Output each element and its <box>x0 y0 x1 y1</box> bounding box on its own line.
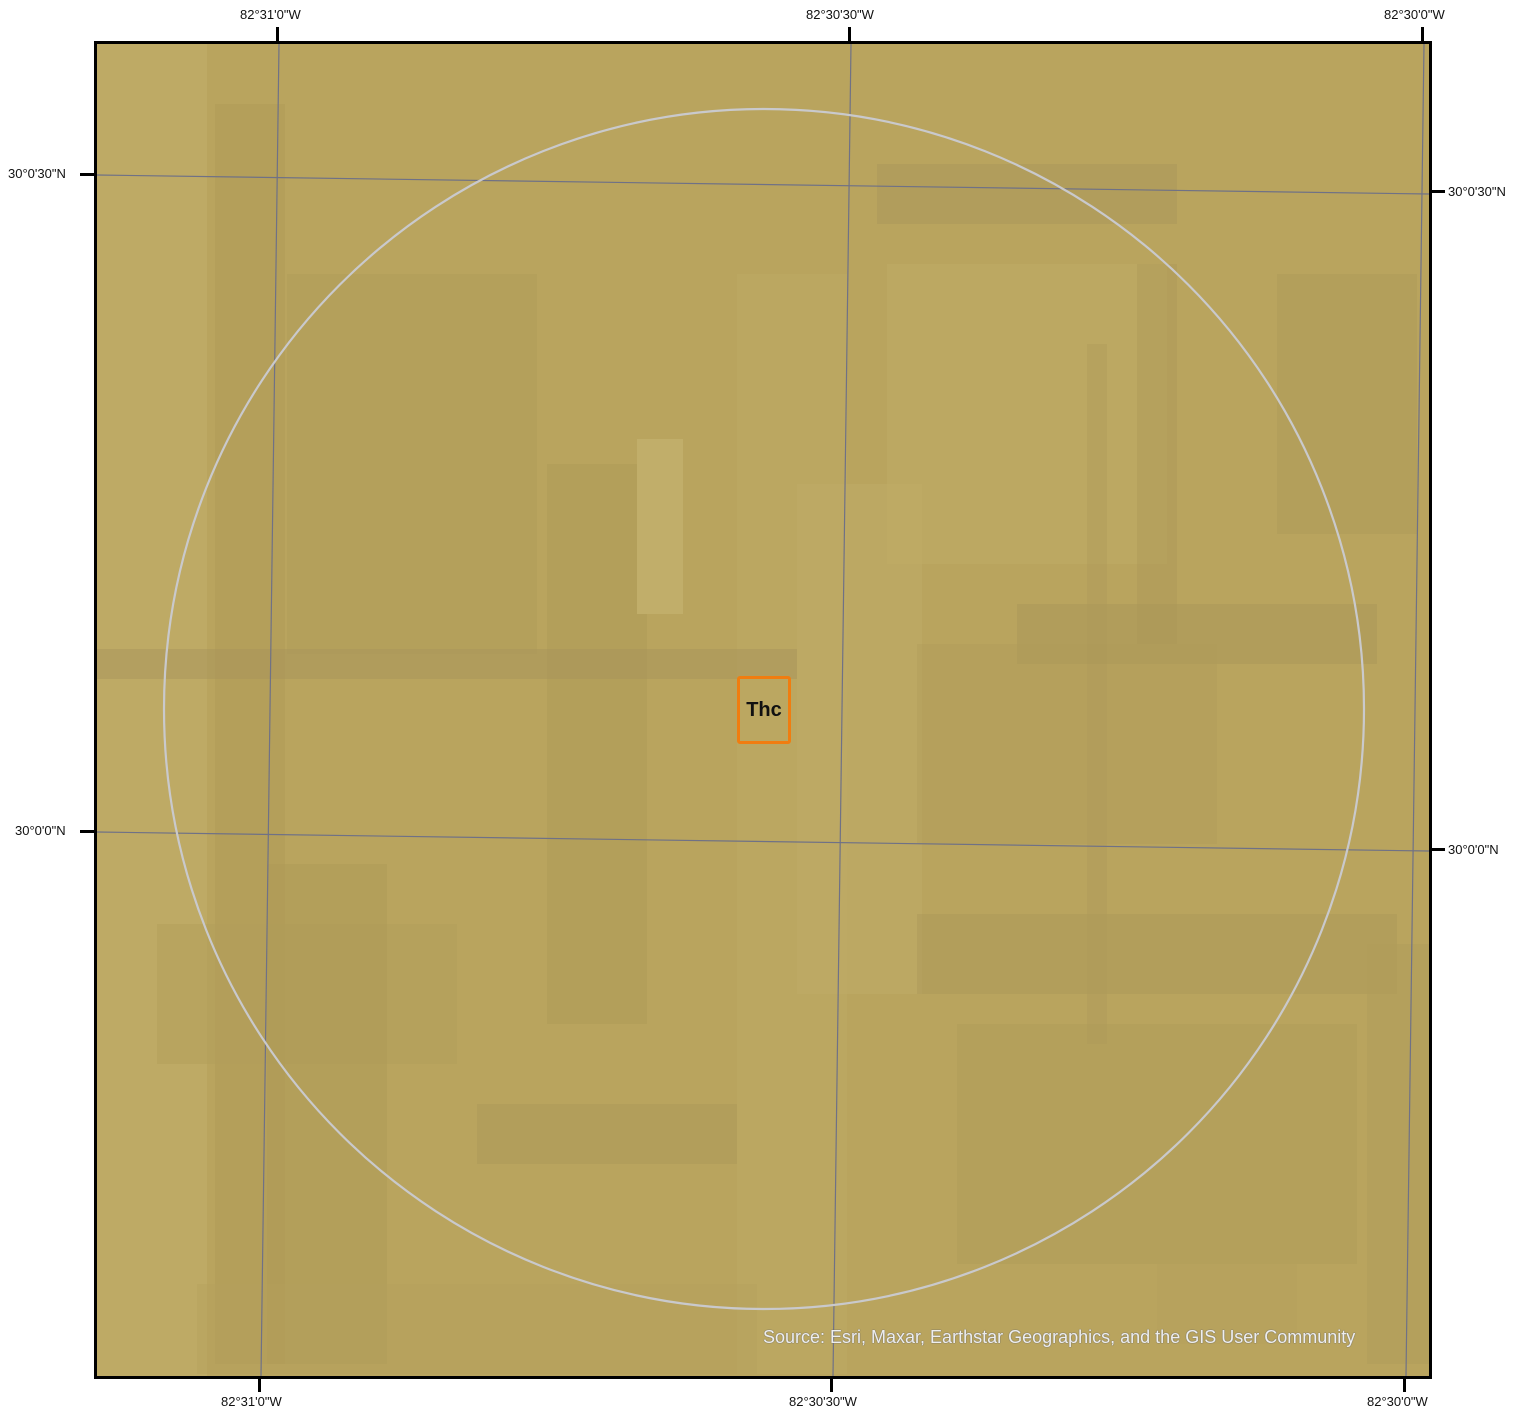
graticule-tick-top-2 <box>848 27 851 41</box>
site-polygon[interactable]: Thc <box>737 676 791 744</box>
graticule-tick-right-2 <box>1432 848 1445 851</box>
graticule-parallel-1 <box>97 174 1429 195</box>
graticule-tick-bottom-3 <box>1403 1379 1406 1392</box>
graticule-tick-right-1 <box>1432 190 1445 193</box>
graticule-label-top-2: 82°30'30"W <box>806 7 874 22</box>
graticule-meridian-2 <box>832 44 852 1376</box>
graticule-tick-left-1 <box>80 173 94 176</box>
map-frame[interactable]: Thc Source: Esri, Maxar, Earthstar Geogr… <box>94 41 1432 1379</box>
graticule-meridian-1 <box>260 44 280 1376</box>
graticule-label-left-2: 30°0'0"N <box>15 823 66 838</box>
graticule-label-top-1: 82°31'0"W <box>240 7 301 22</box>
graticule-label-top-3: 82°30'0"W <box>1384 7 1445 22</box>
imagery-basemap <box>97 44 1429 1376</box>
map-canvas[interactable] <box>97 44 1429 1376</box>
graticule-lines <box>97 44 1429 1376</box>
graticule-tick-left-2 <box>80 830 94 833</box>
graticule-tick-bottom-2 <box>830 1379 833 1392</box>
graticule-label-bottom-1: 82°31'0"W <box>221 1394 282 1409</box>
site-label: Thc <box>746 698 782 721</box>
graticule-tick-top-1 <box>276 27 279 41</box>
graticule-meridian-3 <box>1405 44 1425 1376</box>
graticule-tick-top-3 <box>1421 27 1424 41</box>
attribution-text: Source: Esri, Maxar, Earthstar Geographi… <box>763 1327 1356 1347</box>
graticule-label-bottom-2: 82°30'30"W <box>789 1394 857 1409</box>
graticule-parallel-2 <box>97 831 1429 852</box>
graticule-label-right-2: 30°0'0"N <box>1448 842 1499 857</box>
graticule-label-right-1: 30°0'30"N <box>1448 184 1506 199</box>
buffer-circle <box>162 107 1366 1311</box>
graticule-label-bottom-3: 82°30'0"W <box>1367 1394 1428 1409</box>
graticule-label-left-1: 30°0'30"N <box>8 166 66 181</box>
graticule-tick-bottom-1 <box>258 1379 261 1392</box>
